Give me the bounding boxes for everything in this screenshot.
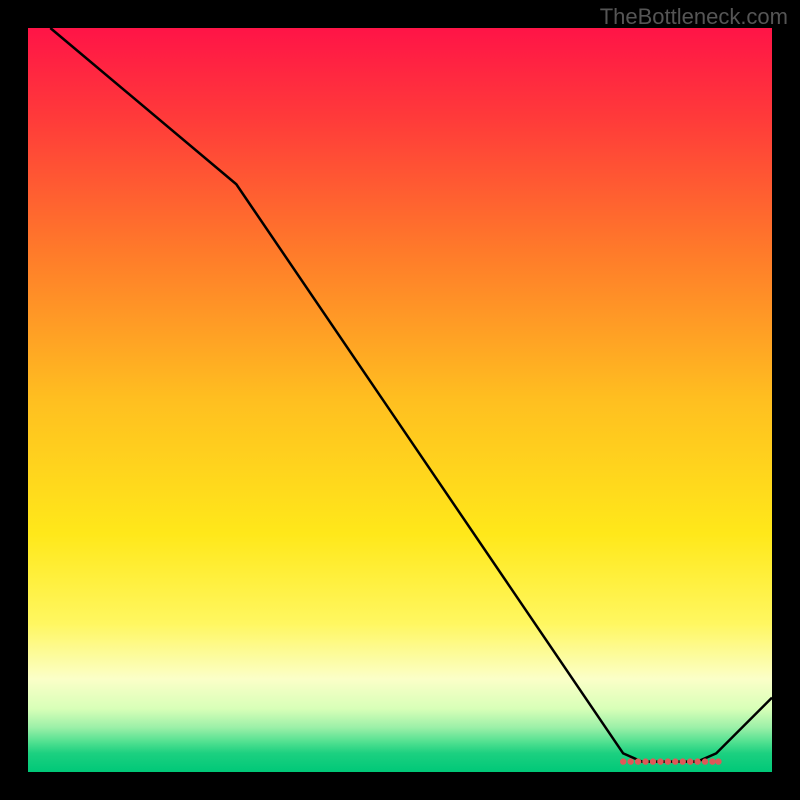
chart-background [28,28,772,772]
optimal-marker [694,758,700,764]
optimal-marker [702,758,708,764]
optimal-marker [642,758,648,764]
optimal-marker [715,758,721,764]
optimal-marker [672,758,678,764]
optimal-marker [657,758,663,764]
watermark: TheBottleneck.com [600,4,788,30]
optimal-marker [687,758,693,764]
optimal-marker [620,758,626,764]
optimal-marker [665,758,671,764]
chart-container: TheBottleneck.com [0,0,800,800]
optimal-marker [627,758,633,764]
optimal-marker [709,758,715,764]
optimal-marker [635,758,641,764]
optimal-marker [680,758,686,764]
optimal-marker [650,758,656,764]
bottleneck-chart [0,0,800,800]
